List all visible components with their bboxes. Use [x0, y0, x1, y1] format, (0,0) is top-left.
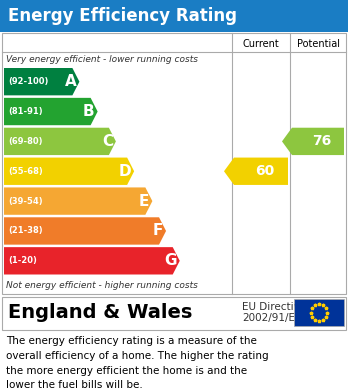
Text: Current: Current — [243, 39, 279, 49]
Text: Potential: Potential — [298, 39, 340, 49]
Polygon shape — [4, 187, 152, 215]
Polygon shape — [4, 217, 166, 245]
Polygon shape — [224, 158, 288, 185]
Polygon shape — [4, 247, 180, 274]
Bar — [0, 0, 348, 32]
Text: (69-80): (69-80) — [8, 137, 42, 146]
Text: G: G — [164, 253, 177, 268]
Polygon shape — [4, 98, 98, 125]
Text: (39-54): (39-54) — [8, 197, 42, 206]
Bar — [2, 33, 346, 294]
Text: (92-100): (92-100) — [8, 77, 48, 86]
Text: Very energy efficient - lower running costs: Very energy efficient - lower running co… — [6, 56, 198, 65]
Text: 76: 76 — [313, 135, 332, 149]
Polygon shape — [282, 128, 344, 155]
Text: (55-68): (55-68) — [8, 167, 43, 176]
Text: 60: 60 — [255, 164, 275, 178]
Polygon shape — [4, 158, 134, 185]
Text: England & Wales: England & Wales — [8, 303, 192, 322]
Text: A: A — [65, 74, 77, 89]
Text: The energy efficiency rating is a measure of the
overall efficiency of a home. T: The energy efficiency rating is a measur… — [6, 336, 269, 390]
Text: F: F — [153, 224, 163, 239]
Text: D: D — [119, 164, 131, 179]
Bar — [294, 299, 344, 326]
Text: (81-91): (81-91) — [8, 107, 42, 116]
Text: (1-20): (1-20) — [8, 256, 37, 265]
Polygon shape — [4, 68, 79, 95]
Text: Not energy efficient - higher running costs: Not energy efficient - higher running co… — [6, 280, 198, 289]
Text: C: C — [102, 134, 113, 149]
Text: (21-38): (21-38) — [8, 226, 42, 235]
Text: B: B — [83, 104, 95, 119]
Text: E: E — [139, 194, 149, 209]
Text: EU Directive
2002/91/EC: EU Directive 2002/91/EC — [242, 302, 306, 323]
Bar — [2, 297, 346, 330]
Text: Energy Efficiency Rating: Energy Efficiency Rating — [8, 7, 237, 25]
Polygon shape — [4, 128, 116, 155]
